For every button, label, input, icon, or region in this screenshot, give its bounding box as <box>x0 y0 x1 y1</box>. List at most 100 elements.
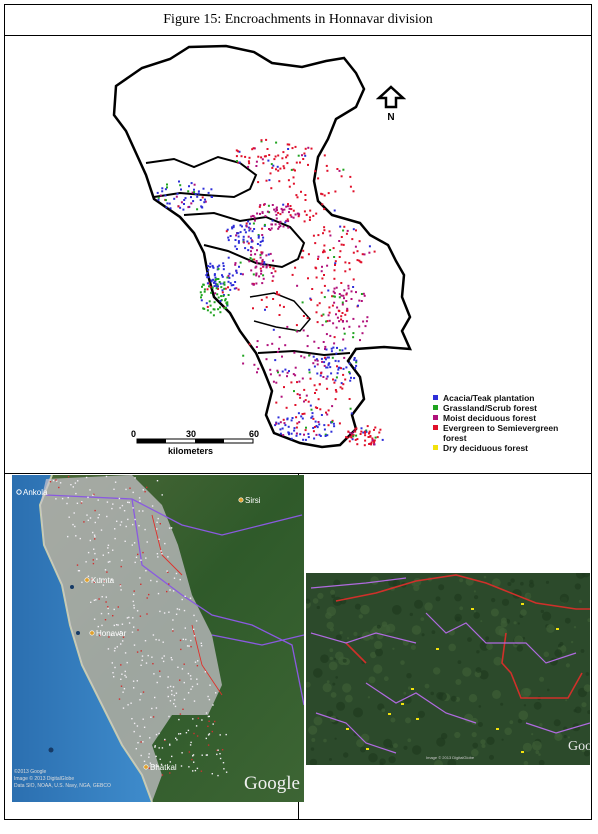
range-boundary-2 <box>183 211 306 269</box>
encroachment-point <box>332 378 334 381</box>
settlement-dot <box>200 770 203 772</box>
settlement-dot <box>190 639 192 642</box>
encroachment-point <box>287 148 290 150</box>
terrain-patch <box>331 594 336 599</box>
encroachment-point <box>320 270 323 273</box>
encroachment-point <box>291 147 294 150</box>
settlement-dot <box>133 644 136 646</box>
place-label-bhatkal: Bhatkal <box>150 763 177 772</box>
legend-swatch-evergreen <box>433 425 438 430</box>
encroachment-point <box>315 425 318 427</box>
settlement-dot <box>164 738 166 741</box>
terrain-patch <box>455 679 462 685</box>
settlement-dot <box>157 556 159 558</box>
encroachment-point <box>329 334 332 337</box>
encroachment-point <box>285 156 288 159</box>
settlement-dot <box>138 497 141 499</box>
encroachment-point <box>276 291 278 294</box>
encroachment-point <box>373 439 376 442</box>
settlement-dot <box>185 638 187 641</box>
encroachment-point <box>295 432 298 435</box>
encroachment-point <box>267 159 270 162</box>
dry-deciduous-point <box>411 688 414 690</box>
settlement-dot <box>147 654 149 657</box>
terrain-patch <box>474 595 479 600</box>
settlement-dot <box>169 589 171 591</box>
encroachment-point <box>222 268 225 271</box>
encroachment-point <box>235 149 238 152</box>
encroachment-point <box>247 242 250 245</box>
encroachment-point <box>291 273 294 276</box>
encroachment-point <box>275 141 278 144</box>
encroachment-point <box>251 258 254 261</box>
encroachment-point <box>361 332 364 335</box>
settlement-dot <box>125 676 127 678</box>
encroachment-point <box>326 434 329 437</box>
encroachment-point <box>259 256 262 259</box>
settlement-dot <box>91 578 93 580</box>
settlement-dot <box>77 480 79 482</box>
terrain-patch <box>431 630 436 634</box>
terrain-patch <box>354 603 361 610</box>
settlement-dot <box>107 606 109 608</box>
encroachment-point <box>325 164 328 167</box>
settlement-dot <box>127 518 129 521</box>
terrain-patch <box>412 745 422 755</box>
encroachment-point <box>379 428 382 431</box>
encroachment-point <box>363 253 366 256</box>
encroachment-point <box>278 314 281 316</box>
encroachment-point <box>340 315 343 318</box>
settlement-dot <box>170 527 173 529</box>
encroachment-point <box>201 206 204 209</box>
encroachment-point <box>203 290 206 293</box>
encroachment-point <box>345 293 348 296</box>
encroachment-point <box>204 200 207 203</box>
encroachment-point <box>270 163 273 166</box>
terrain-patch <box>417 710 425 718</box>
settlement-dot <box>102 554 104 556</box>
settlement-dot <box>139 577 141 579</box>
settlement-dot <box>121 673 123 675</box>
encroachment-point <box>272 298 275 300</box>
encroachment-point <box>349 379 352 382</box>
terrain-patch <box>392 605 402 615</box>
encroachment-point <box>206 288 209 291</box>
encroachment-point <box>301 417 304 420</box>
encroachment-point <box>340 236 343 238</box>
settlement-dot <box>161 657 163 659</box>
settlement-dot <box>196 678 198 680</box>
encroachment-point <box>310 147 313 150</box>
encroachment-point <box>276 369 279 372</box>
encroachment-point <box>272 380 275 383</box>
encroachment-point <box>199 199 202 201</box>
terrain-patch <box>342 683 352 693</box>
settlement-dot <box>136 680 138 682</box>
encroachment-point <box>224 287 227 290</box>
encroachment-point <box>310 416 313 419</box>
terrain-patch <box>565 699 568 702</box>
terrain-patch <box>333 658 337 661</box>
encroachment-point <box>256 371 258 374</box>
settlement-dot <box>136 651 139 653</box>
settlement-dot <box>95 599 97 601</box>
encroachment-point <box>316 426 319 429</box>
encroachment-point <box>231 226 234 229</box>
encroachment-point <box>207 191 210 194</box>
settlement-dot <box>142 551 144 554</box>
settlement-dot <box>155 733 158 736</box>
figure-caption-cell: Figure 15: Encroachments in Honnavar div… <box>4 4 592 36</box>
encroachment-point <box>360 261 363 264</box>
terrain-patch <box>528 582 535 588</box>
encroachment-point <box>257 235 260 238</box>
encroachment-point <box>325 348 328 351</box>
encroachment-point <box>305 213 308 216</box>
encroachment-point <box>369 442 372 445</box>
terrain-patch <box>326 621 334 630</box>
encroachment-point <box>335 326 338 329</box>
settlement-dot <box>201 719 203 721</box>
encroachment-point <box>322 341 325 343</box>
encroachment-point <box>370 441 373 444</box>
encroachment-point <box>236 232 239 235</box>
terrain-patch <box>375 648 383 657</box>
settlement-dot <box>132 507 134 509</box>
